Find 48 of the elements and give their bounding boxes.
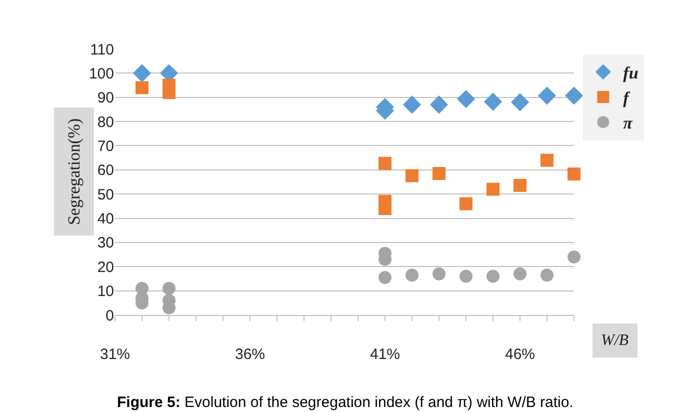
y-tick-label: 10 [97,283,114,300]
point [486,182,500,196]
y-tick-label: 70 [97,138,114,155]
y-tick-label: 50 [97,186,114,204]
y-tick-label: 0 [106,307,114,324]
x-tick-label: 36% [234,346,266,363]
y-tick-label: 110 [90,41,114,58]
y-tick-label: 20 [97,258,114,276]
point [132,64,152,82]
point [514,178,526,192]
point [406,268,418,282]
point [162,282,176,295]
point [568,250,580,264]
point [456,90,476,108]
y-tick-label: 80 [97,114,114,131]
point [406,169,418,182]
y-tick-label: 30 [97,234,114,252]
point [432,267,446,280]
point [538,86,556,105]
point [564,86,584,105]
legend-label: fu [623,64,638,82]
point [484,92,502,111]
point [486,270,500,283]
point [460,197,472,210]
y-tick-label: 100 [88,65,114,82]
point [460,270,472,283]
caption: Figure 5: Evolution of the segregation index (f and π) with W/B ratio. [117,394,574,411]
point [540,268,554,282]
point [510,93,530,112]
y-tick-label: 40 [97,210,114,228]
y-tick-label: 90 [97,90,114,107]
legend-label: f [623,88,632,108]
point [136,81,148,94]
x-axis-title: W/B [601,332,629,349]
x-tick-label: 31% [100,346,130,363]
point [378,156,392,170]
point [540,154,554,167]
point [402,96,422,114]
point [430,96,448,114]
point [378,271,392,284]
x-tick-label: 41% [370,346,400,363]
x-tick-label: 46% [504,346,536,363]
y-axis-title: Segregation(%) [64,118,84,226]
legend-label: π [623,114,634,133]
point [568,168,580,181]
point [432,167,446,180]
point [514,267,526,280]
y-tick-label: 60 [97,162,114,180]
